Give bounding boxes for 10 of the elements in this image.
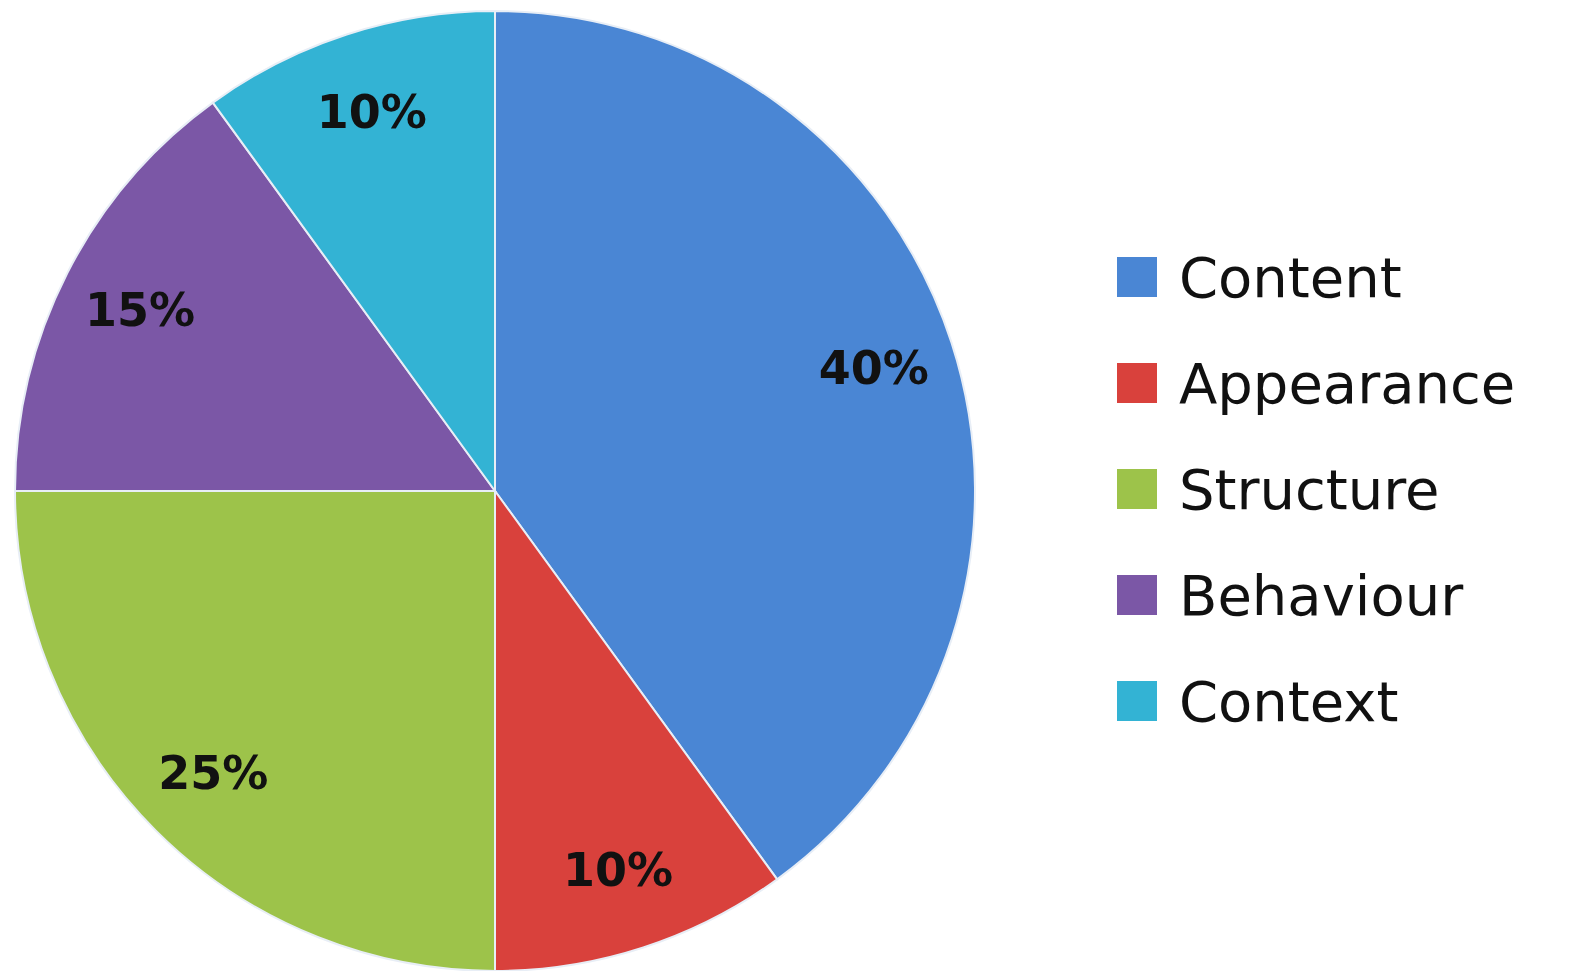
data-label: 10% <box>316 85 427 140</box>
data-label: 25% <box>158 745 269 800</box>
legend-label: Structure <box>1179 456 1440 522</box>
data-label: 15% <box>84 283 196 338</box>
legend-label: Context <box>1179 668 1399 734</box>
data-label: 40% <box>818 340 929 395</box>
legend-label: Content <box>1179 244 1402 310</box>
legend-label: Appearance <box>1179 350 1516 416</box>
legend-label: Behaviour <box>1179 562 1465 628</box>
data-label: 10% <box>563 842 674 897</box>
